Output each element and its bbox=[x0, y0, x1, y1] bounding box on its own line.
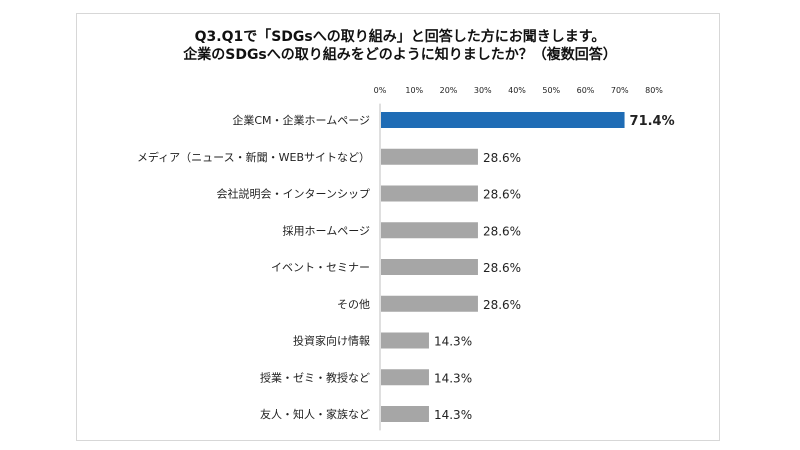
bar-row: 採用ホームページ 28.6% bbox=[283, 222, 521, 239]
bar-row: 投資家向け情報 14.3% bbox=[293, 332, 472, 349]
value-label: 28.6% bbox=[483, 188, 521, 202]
value-label: 14.3% bbox=[434, 371, 472, 385]
bar-row: その他 28.6% bbox=[337, 295, 521, 312]
x-tick-label: 80% bbox=[645, 86, 663, 95]
category-label: 会社説明会・インターンシップ bbox=[217, 187, 370, 201]
value-label: 28.6% bbox=[483, 261, 521, 275]
category-label: 企業CM・企業ホームページ bbox=[232, 113, 370, 127]
x-axis-ticks: 0% 10% 20% 30% 40% 50% 60% 70% 80% bbox=[374, 86, 664, 95]
x-tick-label: 40% bbox=[508, 86, 526, 95]
category-label: 投資家向け情報 bbox=[293, 334, 370, 348]
bar bbox=[381, 406, 429, 422]
category-label: その他 bbox=[337, 298, 370, 311]
value-label: 28.6% bbox=[483, 224, 521, 238]
bar bbox=[381, 222, 478, 239]
x-tick-label: 10% bbox=[405, 86, 423, 95]
bar bbox=[381, 185, 478, 202]
value-label: 71.4% bbox=[630, 114, 675, 129]
value-label: 28.6% bbox=[483, 298, 521, 312]
bars: 企業CM・企業ホームページ 71.4% メディア（ニュース・新聞・WEBサイトなど）… bbox=[137, 112, 675, 422]
x-tick-label: 30% bbox=[474, 86, 492, 95]
bar-row: 企業CM・企業ホームページ 71.4% bbox=[232, 112, 675, 129]
bar-row: メディア（ニュース・新聞・WEBサイトなど） 28.6% bbox=[137, 148, 521, 165]
bar bbox=[381, 148, 478, 165]
chart-title-line-1: Q3.Q1で「SDGsへの取り組み」と回答した方にお聞きします。 bbox=[194, 29, 606, 45]
chart-title-line-2: 企業のSDGsへの取り組みをどのように知りましたか？（複数回答） bbox=[183, 47, 617, 63]
value-label: 14.3% bbox=[434, 335, 472, 349]
bar bbox=[381, 295, 478, 312]
value-label: 14.3% bbox=[434, 408, 472, 422]
bar bbox=[381, 332, 429, 349]
bar-row: 授業・ゼミ・教授など 14.3% bbox=[260, 369, 472, 386]
value-label: 28.6% bbox=[483, 151, 521, 165]
bar-row: 友人・知人・家族など 14.3% bbox=[260, 406, 472, 422]
category-label: 採用ホームページ bbox=[283, 223, 370, 237]
bar bbox=[381, 112, 625, 128]
x-tick-label: 0% bbox=[374, 86, 387, 95]
category-label: イベント・セミナー bbox=[271, 261, 370, 274]
bar bbox=[381, 259, 478, 275]
x-tick-label: 20% bbox=[440, 86, 458, 95]
bar-row: 会社説明会・インターンシップ 28.6% bbox=[217, 185, 521, 202]
x-tick-label: 50% bbox=[542, 86, 560, 95]
category-label: 授業・ゼミ・教授など bbox=[260, 370, 370, 384]
bar-row: イベント・セミナー 28.6% bbox=[271, 259, 521, 275]
x-tick-label: 60% bbox=[577, 86, 595, 95]
bar bbox=[381, 369, 429, 386]
category-label: メディア（ニュース・新聞・WEBサイトなど） bbox=[137, 150, 370, 164]
x-tick-label: 70% bbox=[611, 86, 629, 95]
category-label: 友人・知人・家族など bbox=[260, 407, 370, 421]
